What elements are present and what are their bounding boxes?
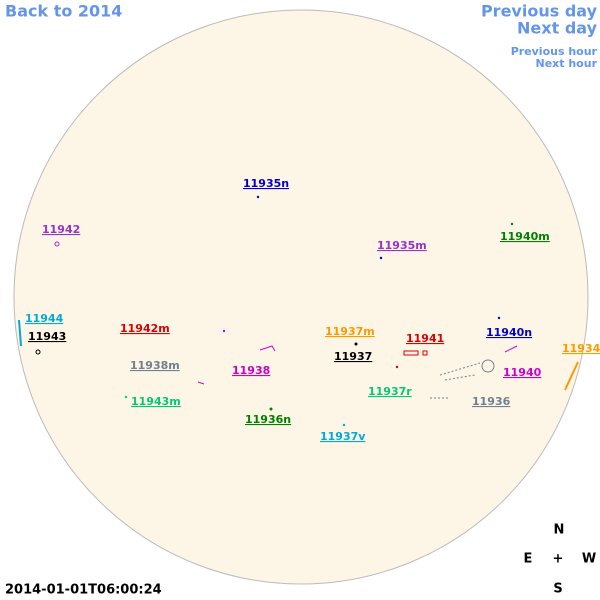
region-label[interactable]: 11937m [325, 325, 375, 338]
region-label[interactable]: 11938 [232, 364, 270, 377]
region-label[interactable]: 11942m [120, 322, 170, 335]
timestamp: 2014-01-01T06:00:24 [5, 583, 162, 598]
region-label[interactable]: 11942 [42, 223, 80, 236]
region-label[interactable]: 11940n [486, 326, 532, 339]
compass-center: + [553, 552, 564, 567]
sunspots [18, 195, 579, 427]
next-hour-link[interactable]: Next hour [536, 57, 598, 70]
region-label[interactable]: 11941 [406, 332, 444, 345]
region-label[interactable]: 11935m [377, 239, 427, 252]
region-label[interactable]: 11936 [472, 395, 511, 408]
next-day-link[interactable]: Next day [517, 19, 598, 38]
previous-day-link[interactable]: Previous day [481, 2, 598, 21]
back-link[interactable]: Back to 2014 [5, 2, 122, 21]
region-label[interactable]: 11937v [320, 430, 366, 443]
region-label[interactable]: 11943m [131, 395, 181, 408]
region-label[interactable]: 11936n [245, 413, 291, 426]
region-label[interactable]: 11938m [130, 359, 180, 372]
region-label[interactable]: 11937r [368, 385, 412, 398]
region-label[interactable]: 11940m [500, 230, 550, 243]
compass-north: N [554, 523, 565, 538]
region-label[interactable]: 11944 [25, 312, 64, 325]
previous-hour-link[interactable]: Previous hour [511, 45, 598, 58]
solar-disk [13, 9, 589, 585]
compass-west: W [582, 552, 596, 567]
region-label[interactable]: 11935n [243, 177, 289, 190]
compass-south: S [553, 582, 562, 597]
region-label[interactable]: 11940 [503, 366, 542, 379]
region-label[interactable]: 11943 [28, 330, 66, 343]
region-label[interactable]: 11934 [562, 342, 600, 355]
compass-east: E [524, 552, 533, 567]
region-label[interactable]: 11937 [334, 350, 372, 363]
